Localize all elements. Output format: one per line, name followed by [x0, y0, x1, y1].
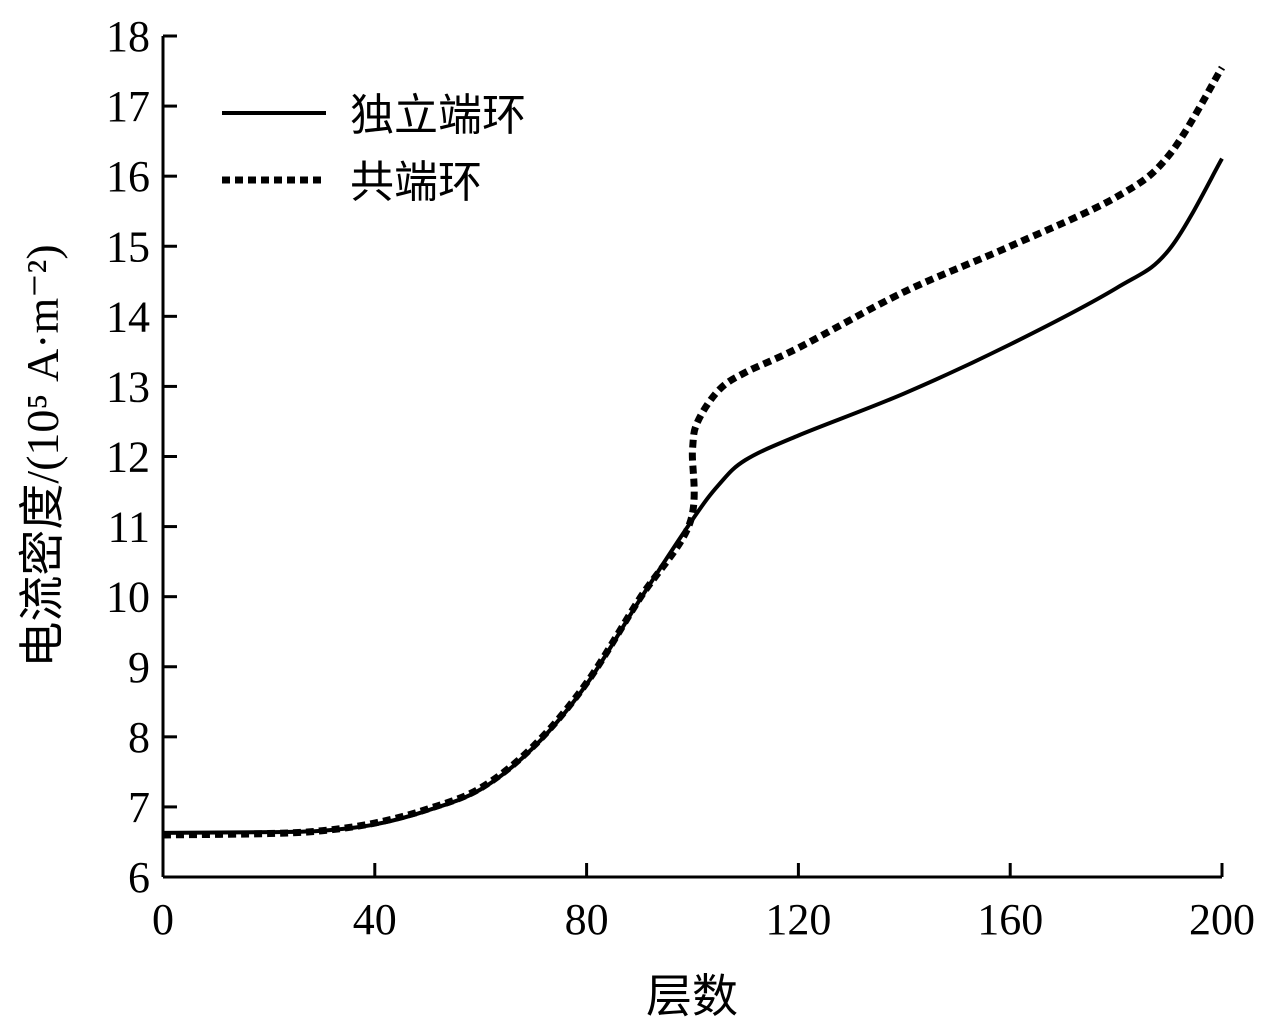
x-tick-label: 80	[565, 895, 609, 944]
y-tick-label: 16	[106, 152, 150, 201]
x-tick-label: 200	[1189, 895, 1255, 944]
axes: 0 40 80 120 160 200 6 7 8 9 10 11 12 13 14 15 16 17 18	[106, 12, 1255, 944]
x-axis-title: 层数	[646, 971, 738, 1022]
y-tick-label: 6	[128, 853, 150, 902]
y-tick-label: 12	[106, 433, 150, 482]
y-tick-label: 17	[106, 82, 150, 131]
y-tick-label: 15	[106, 222, 150, 271]
y-tick-label: 18	[106, 12, 150, 61]
y-tick-label: 14	[106, 292, 150, 341]
y-tick-label: 10	[106, 573, 150, 622]
x-tick-label: 160	[977, 895, 1043, 944]
legend-label-series-2: 共端环	[350, 158, 482, 207]
y-tick-label: 13	[106, 362, 150, 411]
y-tick-label: 11	[108, 503, 150, 552]
legend-label-series-1: 独立端环	[350, 91, 526, 140]
y-tick-label: 9	[128, 643, 150, 692]
y-tick-label: 8	[128, 713, 150, 762]
series-group	[162, 65, 1225, 839]
y-axis-title: 电流密度/(10⁵ A·m⁻²)	[17, 244, 68, 667]
x-tick-label: 0	[152, 895, 174, 944]
legend: 独立端环 共端环	[222, 91, 526, 207]
series-line-2	[162, 65, 1225, 839]
x-tick-label: 120	[765, 895, 831, 944]
x-tick-label: 40	[353, 895, 397, 944]
y-tick-label: 7	[128, 783, 150, 832]
